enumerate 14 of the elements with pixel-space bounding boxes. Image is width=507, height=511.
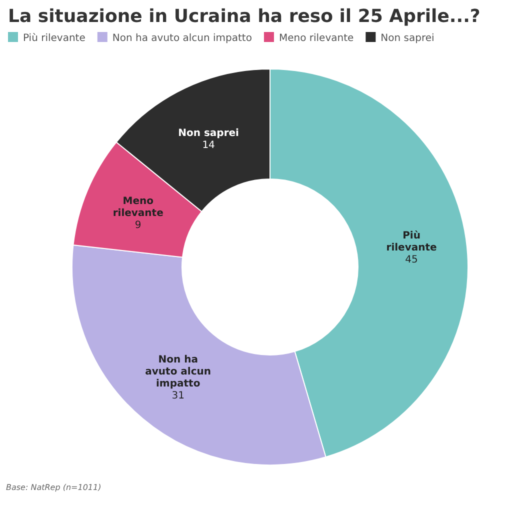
slice-label: Più rilevante	[386, 230, 438, 254]
data-label: 31	[172, 390, 184, 402]
slice-label: Non ha avuto alcun impatto	[145, 354, 212, 390]
legend-label: Meno rilevante	[278, 33, 354, 44]
text: Base: NatRep (n=1011)	[6, 483, 102, 492]
data-label: 9	[134, 220, 142, 231]
legend-label: Non ha avuto alcun impatto	[112, 33, 252, 44]
legend-label: Non saprei	[380, 33, 434, 44]
slice-label: Non saprei	[178, 128, 239, 139]
chart-title: La situazione in Ucraina ha reso il 25 Aprile...?	[8, 6, 480, 27]
data-label: 45	[405, 254, 418, 266]
slice-label: Meno rilevante	[112, 196, 164, 219]
legend-label: Più rilevante	[23, 33, 86, 44]
data-label: 14	[202, 140, 215, 151]
